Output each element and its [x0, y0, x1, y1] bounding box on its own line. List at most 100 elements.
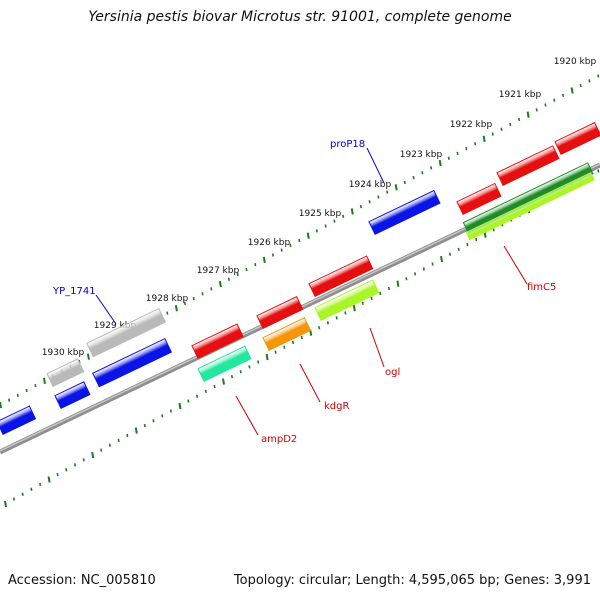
ruler-tick-inner [39, 482, 42, 487]
ruler-tick-inner [21, 492, 24, 496]
ruler-label: 1925 kbp [299, 209, 342, 219]
ruler-tick-outer [430, 166, 433, 170]
accession-text: Accession: NC_005810 [8, 573, 156, 588]
ruler-tick-outer [500, 127, 503, 131]
ruler-tick-outer [201, 292, 204, 296]
ruler-tick-outer [526, 111, 530, 118]
blue-gene-left-long [92, 337, 173, 388]
ruler-tick-inner [300, 335, 303, 340]
ruler-tick-outer [350, 208, 354, 215]
ruler-tick-inner [387, 286, 390, 291]
ruler-tick-outer [412, 175, 415, 180]
ruler-tick-outer [562, 93, 565, 97]
gene-leader-line [95, 294, 117, 325]
teal-gene-ampd2 [197, 345, 252, 382]
ruler-tick-outer [166, 311, 169, 315]
gene-leader-line [503, 245, 528, 285]
red-gene-fimc5-2 [496, 145, 560, 186]
ruler-tick-inner [344, 311, 347, 315]
ruler-tick-outer [544, 103, 547, 107]
ruler-tick-outer [368, 200, 371, 204]
ruler-tick-outer [236, 272, 239, 276]
ruler-tick-outer [86, 353, 90, 360]
ruler-tick-outer [315, 229, 318, 233]
ruler-tick-outer [474, 142, 477, 146]
red-gene-fimc5-1 [456, 182, 502, 215]
ruler-tick-outer [570, 87, 574, 94]
ruler-tick-outer [25, 388, 28, 393]
ruler-tick-inner [30, 487, 33, 491]
ruler-tick-inner [431, 262, 434, 266]
ruler-tick-outer [192, 296, 195, 301]
ruler-tick-inner [257, 360, 260, 364]
orange-gene-kdgr [262, 317, 312, 351]
gene-leader-line [235, 395, 259, 436]
ruler-tick-outer [553, 98, 556, 102]
red-gene-kdgr-top [256, 295, 304, 329]
ruler-tick-outer [535, 108, 538, 112]
ruler-tick-outer [579, 84, 582, 88]
ruler-tick-inner [12, 497, 16, 501]
ruler-tick-outer [465, 146, 468, 151]
ruler-tick-outer [597, 74, 600, 78]
ruler-tick-inner [361, 301, 364, 305]
gene-label: kdgR [324, 401, 349, 412]
ruler-tick-outer [403, 180, 406, 185]
ruler-tick-outer [42, 377, 46, 384]
ruler-tick-outer [588, 79, 591, 83]
map-title: Yersinia pestis biovar Microtus str. 910… [88, 9, 512, 25]
ruler-tick-inner [597, 169, 600, 173]
ruler-tick-inner [134, 427, 138, 434]
ruler-tick-outer [359, 205, 362, 209]
gene-label: YP_1741 [52, 286, 96, 297]
ruler-label: 1922 kbp [450, 120, 493, 130]
ruler-label: 1920 kbp [554, 57, 597, 67]
ruler-tick-outer [262, 256, 266, 264]
ruler-tick-inner [143, 424, 146, 428]
ruler-tick-outer [271, 253, 274, 257]
ruler-tick-inner [405, 277, 408, 281]
ruler-tick-outer [518, 117, 521, 122]
ruler-tick-outer [34, 384, 37, 388]
ruler-tick-outer [245, 267, 248, 272]
ruler-label: 1927 kbp [197, 266, 240, 276]
ruler-tick-inner [239, 370, 242, 374]
ruler-tick-outer [394, 184, 398, 191]
ruler-tick-inner [100, 448, 103, 452]
ruler-tick-inner [152, 419, 155, 423]
ruler-tick-inner [47, 476, 51, 483]
red-gene-fimc5-3 [554, 121, 600, 155]
ruler-tick-outer [227, 277, 230, 281]
ruler-tick-outer [183, 301, 186, 306]
ruler-tick-inner [117, 438, 120, 442]
grey-gene-small [46, 358, 85, 387]
ruler-tick-outer [306, 232, 310, 239]
red-gene-ampd2-top [191, 323, 244, 359]
ruler-tick-outer [0, 401, 2, 409]
ruler-tick-inner [56, 472, 59, 477]
ruler-tick-inner [352, 304, 356, 312]
ruler-tick-outer [438, 159, 442, 167]
ruler-tick-inner [126, 433, 129, 438]
ruler-tick-inner [65, 468, 68, 472]
ruler-tick-inner [4, 500, 7, 508]
ruler-tick-outer [8, 398, 11, 402]
ruler-tick-inner [108, 443, 111, 447]
ruler-label: 1923 kbp [400, 150, 443, 160]
ruler-tick-outer [324, 224, 327, 228]
ruler-tick-inner [222, 378, 226, 385]
ruler-tick-outer [218, 280, 222, 288]
lime-gene-ogl [314, 279, 380, 321]
grey-gene-long [86, 307, 167, 358]
blue-gene-far-left [0, 405, 37, 435]
ruler-tick-inner [161, 414, 164, 418]
ruler-tick-inner [440, 255, 444, 263]
ruler-tick-inner [370, 296, 373, 300]
ruler-tick-inner [91, 451, 95, 459]
ruler-label: 1929 kbp [94, 321, 137, 331]
ruler-tick-outer [280, 248, 283, 252]
ruler-tick-outer [386, 190, 389, 194]
ruler-tick-outer [456, 151, 459, 156]
